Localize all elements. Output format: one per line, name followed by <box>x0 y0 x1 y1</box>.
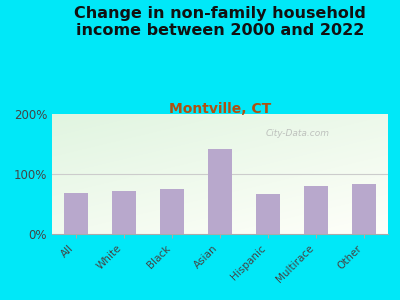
Text: City-Data.com: City-Data.com <box>265 129 329 138</box>
Bar <box>208 149 232 234</box>
Bar <box>160 189 184 234</box>
Bar <box>304 186 328 234</box>
Bar <box>256 194 280 234</box>
Bar <box>352 184 376 234</box>
Bar <box>112 191 136 234</box>
Bar <box>64 193 88 234</box>
Text: Montville, CT: Montville, CT <box>169 102 271 116</box>
Text: Change in non-family household
income between 2000 and 2022: Change in non-family household income be… <box>74 6 366 38</box>
